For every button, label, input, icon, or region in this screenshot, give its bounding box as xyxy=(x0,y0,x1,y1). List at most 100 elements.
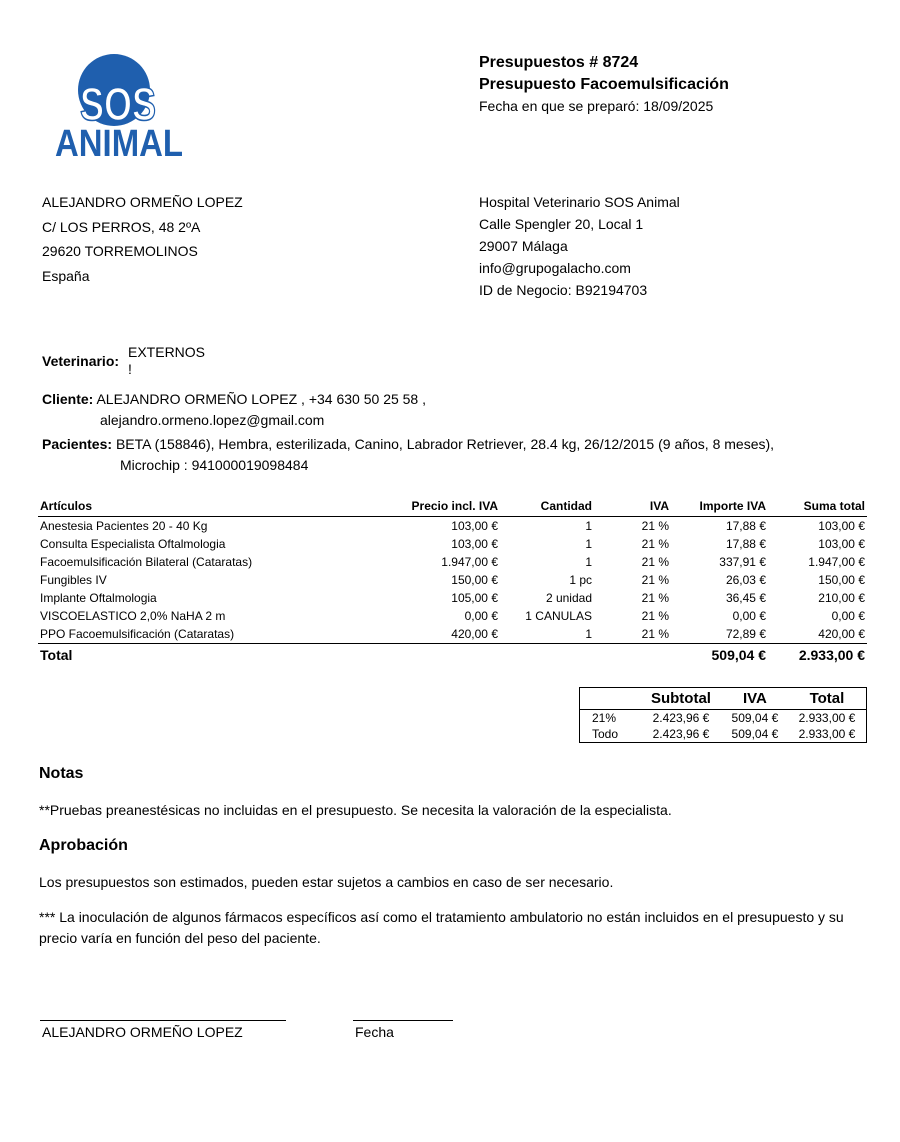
veterinario-label: Veterinario: xyxy=(42,353,120,369)
summary-cell: 509,04 € xyxy=(731,727,779,741)
sos-animal-logo: SOS ANIMAL xyxy=(55,54,183,158)
hospital-line: Calle Spengler 20, Local 1 xyxy=(479,216,644,232)
cliente-label: Cliente: xyxy=(42,391,94,407)
table-cell: 150,00 € xyxy=(818,573,865,587)
quote-date: Fecha en que se preparó: 18/09/2025 xyxy=(479,98,714,114)
aprobacion-disclaimer: *** La inoculación de algunos fármacos e… xyxy=(39,909,844,946)
signature-name: ALEJANDRO ORMEÑO LOPEZ xyxy=(42,1024,243,1040)
quote-number: Presupuestos # 8724 xyxy=(479,54,639,71)
table-cell: 21 % xyxy=(641,555,669,569)
aprobacion-text: Los presupuestos son estimados, pueden e… xyxy=(39,874,614,890)
empty-cell xyxy=(500,644,594,666)
veterinario-value-extra: ! xyxy=(128,361,132,377)
summary-cell: 2.933,00 € xyxy=(798,727,856,741)
table-cell: 103,00 € xyxy=(451,537,498,551)
address-line: ALEJANDRO ORMEÑO LOPEZ xyxy=(42,194,243,210)
table-cell: 17,88 € xyxy=(725,519,766,533)
table-cell: Consulta Especialista Oftalmologia xyxy=(40,537,226,551)
summary-col xyxy=(579,687,640,710)
hospital-line: Hospital Veterinario SOS Animal xyxy=(479,194,680,210)
summary-table: Subtotal IVA Total 21% 2.423,96 € 509,04 €… xyxy=(579,687,867,743)
table-cell: Anestesia Pacientes 20 - 40 Kg xyxy=(40,519,208,533)
summary-row: 21% 2.423,96 € 509,04 € 2.933,00 € xyxy=(580,710,867,727)
table-cell: 1 xyxy=(585,519,592,533)
table-cell: 0,00 € xyxy=(464,609,498,623)
svg-text:ANIMAL: ANIMAL xyxy=(55,123,183,158)
col-iva: IVA xyxy=(594,496,671,517)
pacientes-label: Pacientes: xyxy=(42,436,113,452)
table-cell: 0,00 € xyxy=(831,609,865,623)
pacientes-value: BETA (158846), Hembra, esterilizada, Can… xyxy=(115,436,775,452)
quote-title: Presupuesto Facoemulsificación xyxy=(479,76,729,93)
table-cell: 150,00 € xyxy=(451,573,498,587)
table-cell: PPO Facoemulsificación (Cataratas) xyxy=(38,625,396,644)
table-cell: 21 % xyxy=(641,591,669,605)
summary-col-subtotal: Subtotal xyxy=(640,687,722,710)
table-cell: 1.947,00 € xyxy=(441,555,498,569)
table-cell: 1 xyxy=(585,537,592,551)
table-cell: Implante Oftalmologia xyxy=(40,591,157,605)
table-cell: 337,91 € xyxy=(719,555,766,569)
table-cell: 72,89 € xyxy=(671,625,768,644)
svg-text:SOS: SOS xyxy=(80,78,156,130)
summary-row: Todo 2.423,96 € 509,04 € 2.933,00 € xyxy=(580,726,867,743)
table-cell: 103,00 € xyxy=(818,537,865,551)
date-line xyxy=(353,1020,453,1021)
quote-header: Presupuestos # 8724 Presupuesto Facoemul… xyxy=(479,52,729,116)
pacientes-field: Pacientes: BETA (158846), Hembra, esteri… xyxy=(42,434,774,476)
veterinario-value: EXTERNOS xyxy=(128,344,206,360)
col-suma-total: Suma total xyxy=(768,496,867,517)
notas-heading: Notas xyxy=(39,765,84,782)
summary-cell: 21% xyxy=(592,711,617,725)
cliente-email: alejandro.ormeno.lopez@gmail.com xyxy=(100,412,325,428)
table-cell: 1.947,00 € xyxy=(808,555,865,569)
summary-cell: 2.933,00 € xyxy=(798,711,856,725)
total-iva: 509,04 € xyxy=(711,647,767,663)
hospital-line: 29007 Málaga xyxy=(479,238,568,254)
table-row: VISCOELASTICO 2,0% NaHA 2 m 0,00 € 1 CANUL… xyxy=(38,607,867,625)
table-cell: 1 xyxy=(500,625,594,644)
summary-cell: Todo xyxy=(592,727,619,741)
address-line: C/ LOS PERROS, 48 2ºA xyxy=(42,218,201,235)
table-cell: Facoemulsificación Bilateral (Cataratas) xyxy=(40,555,253,569)
total-sum: 2.933,00 € xyxy=(798,647,865,663)
table-cell: 0,00 € xyxy=(732,609,766,623)
table-row: Consulta Especialista Oftalmologia 103,00… xyxy=(38,535,867,553)
table-row: Fungibles IV 150,00 € 1 pc 21 % 26,03 € 150,0… xyxy=(38,571,867,589)
cliente-field: Cliente: ALEJANDRO ORMEÑO LOPEZ , +34 63… xyxy=(42,389,426,431)
table-cell: 21 % xyxy=(641,573,669,587)
signature-date-label: Fecha xyxy=(355,1024,394,1040)
col-cantidad: Cantidad xyxy=(500,496,594,517)
table-cell: VISCOELASTICO 2,0% NaHA 2 m xyxy=(40,609,226,623)
summary-header-row: Subtotal IVA Total xyxy=(579,687,867,710)
business-id: ID de Negocio: B92194703 xyxy=(479,282,648,298)
table-row: Implante Oftalmologia 105,00 € 2 unidad 21 … xyxy=(38,589,867,607)
table-cell: 2 unidad xyxy=(545,591,592,605)
table-cell: 21 % xyxy=(641,537,669,551)
address-line: 29620 TORREMOLINOS xyxy=(42,243,198,259)
table-cell: 1 xyxy=(585,555,592,569)
hospital-address: Hospital Veterinario SOS Animal Calle Sp… xyxy=(479,191,680,301)
table-cell: 103,00 € xyxy=(818,519,865,533)
aprobacion-heading: Aprobación xyxy=(39,837,128,854)
table-cell: 1 CANULAS xyxy=(525,609,592,623)
table-cell: 420,00 € xyxy=(396,625,500,644)
table-cell: 36,45 € xyxy=(725,591,766,605)
table-cell: 21 % xyxy=(594,625,671,644)
table-cell: Fungibles IV xyxy=(40,573,107,587)
col-precio: Precio incl. IVA xyxy=(396,496,500,517)
client-address: ALEJANDRO ORMEÑO LOPEZ C/ LOS PERROS, 48… xyxy=(42,190,243,288)
address-line: España xyxy=(42,267,90,284)
hospital-email: info@grupogalacho.com xyxy=(479,260,631,276)
pacientes-microchip: Microchip : 941000019098484 xyxy=(120,457,309,473)
total-label: Total xyxy=(40,647,73,663)
summary-col-total: Total xyxy=(787,687,867,710)
col-articulos: Artículos xyxy=(38,496,396,517)
signature-line xyxy=(40,1020,286,1021)
summary-col-iva: IVA xyxy=(721,687,788,710)
table-cell: 1 pc xyxy=(569,573,592,587)
summary-cell: 2.423,96 € xyxy=(652,711,710,725)
table-cell: 26,03 € xyxy=(725,573,766,587)
col-importe-iva: Importe IVA xyxy=(671,496,768,517)
notas-text: **Pruebas preanestésicas no incluidas en… xyxy=(39,802,672,818)
